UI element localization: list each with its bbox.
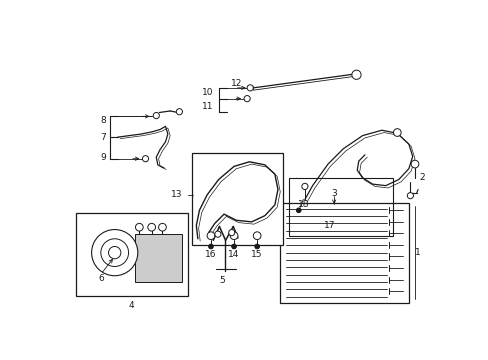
Text: 8: 8 [100,116,106,125]
Text: 14: 14 [228,250,239,259]
Text: 1: 1 [414,248,420,257]
Circle shape [407,193,413,199]
Text: 18: 18 [297,201,308,210]
Bar [191,153,282,245]
Circle shape [254,244,259,249]
Text: 11: 11 [202,102,213,111]
Text: 4: 4 [128,301,134,310]
Circle shape [296,208,301,213]
Circle shape [153,112,159,119]
Text: 13: 13 [171,190,182,199]
Circle shape [246,85,253,91]
Text: 15: 15 [251,250,263,259]
Circle shape [208,244,213,249]
Circle shape [351,70,360,80]
Circle shape [176,109,182,115]
Circle shape [101,239,128,266]
Circle shape [108,247,121,259]
Circle shape [214,231,221,237]
Text: 12: 12 [230,79,242,88]
Bar [76,213,187,296]
Text: 16: 16 [205,250,216,259]
Text: 7: 7 [100,132,106,141]
Text: 3: 3 [330,189,336,198]
Circle shape [301,183,307,189]
Bar [135,234,182,282]
Circle shape [410,160,418,168]
Text: 2: 2 [418,173,424,182]
Circle shape [231,244,236,249]
Circle shape [147,223,155,231]
Circle shape [393,129,400,136]
Text: 9: 9 [100,153,106,162]
Text: 6: 6 [98,274,103,283]
Circle shape [253,232,261,239]
Text: 17: 17 [323,221,335,230]
Bar [289,178,393,236]
Circle shape [244,95,250,102]
Circle shape [230,232,238,239]
Text: 10: 10 [202,88,213,97]
Circle shape [228,230,234,236]
Circle shape [91,230,138,276]
Circle shape [158,223,166,231]
Circle shape [135,223,143,231]
Circle shape [142,156,148,162]
Text: 5: 5 [219,276,225,285]
Bar [280,203,408,303]
Circle shape [207,232,214,239]
